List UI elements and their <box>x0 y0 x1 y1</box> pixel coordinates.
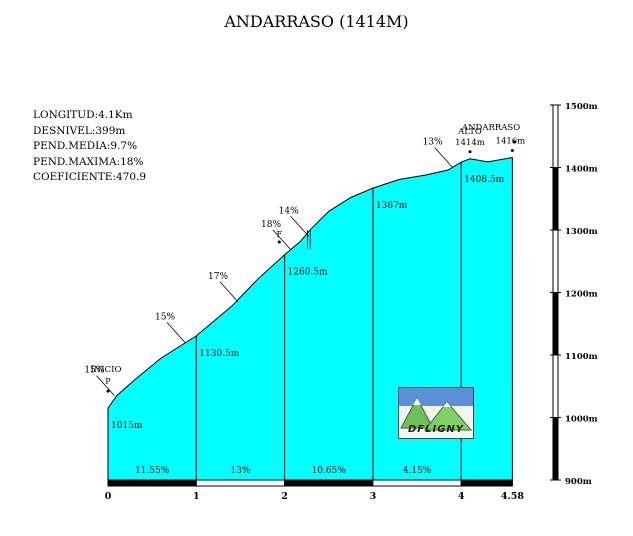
slope-annotation: 15% <box>84 366 104 376</box>
y-tick-label: 900m <box>565 477 592 487</box>
slope-annotation: 13% <box>423 138 443 148</box>
elevation-scale-segment <box>552 229 559 293</box>
km-bar-segment <box>195 479 286 487</box>
slope-annotation: 17% <box>208 272 228 282</box>
place-parking-symbol: P <box>105 377 111 386</box>
place-alto-label: ALTO <box>457 127 482 137</box>
section-slope-label: 13% <box>230 466 250 476</box>
logo-text: DFLIGNY <box>407 424 465 435</box>
elevation-label: 1408.5m <box>464 175 504 185</box>
y-tick-label: 1000m <box>565 415 598 425</box>
dfligny-logo: DFLIGNY <box>398 387 474 439</box>
place-point <box>510 149 514 152</box>
slope-leader-line <box>272 229 292 251</box>
y-tick-label: 1200m <box>565 290 598 300</box>
km-bar-segment <box>107 479 197 487</box>
mountain-logo-icon <box>399 388 473 438</box>
place-point <box>468 150 472 154</box>
slope-annotation: 15% <box>155 313 175 323</box>
place-point <box>277 240 281 244</box>
section-slope-label: 4.15% <box>403 466 432 476</box>
x-tick-label: 0 <box>105 491 112 502</box>
slope-leader-line <box>290 215 309 237</box>
place-inicio-label: INICIO <box>91 365 122 375</box>
slope-annotation: 18% <box>261 220 281 230</box>
place-summit-altitude: 1416m <box>496 137 526 147</box>
elevation-label: 1130.5m <box>199 349 239 359</box>
y-tick-label: 1400m <box>565 165 598 175</box>
place-andarraso-label: ANDARRASO <box>461 123 520 133</box>
stat-pend-maxima: PEND.MAXIMA:18% <box>33 155 144 168</box>
elevation-label: 1015m <box>111 421 143 431</box>
place-point <box>512 140 516 144</box>
km-bar-segment <box>460 479 513 487</box>
section-slope-label: 10.65% <box>312 466 347 476</box>
slope-leader-line <box>166 322 186 343</box>
elevation-scale-segment <box>552 104 559 168</box>
km-bar-segment <box>284 479 374 487</box>
place-point <box>106 389 110 393</box>
place-alto-altitude: 1414m <box>455 138 485 148</box>
stat-pend-media: PEND.MEDIA:9.7% <box>33 140 138 152</box>
place-fuente-symbol: F <box>277 230 283 239</box>
chart-title: ANDARRASO (1414M) <box>224 12 409 31</box>
stat-desnivel: DESNIVEL:399m <box>33 124 126 137</box>
km-bar-segment <box>372 479 462 487</box>
elevation-scale-segment <box>552 167 559 231</box>
elevation-scale-segment <box>552 417 559 481</box>
slope-leader-line <box>434 147 453 168</box>
stats-block: LONGITUD:4.1Km DESNIVEL:399m PEND.MEDIA:… <box>33 108 146 186</box>
elevation-scale-segment <box>552 292 559 356</box>
stat-longitud: LONGITUD:4.1Km <box>33 109 133 121</box>
y-tick-label: 1100m <box>565 352 598 362</box>
elevation-label: 1260.5m <box>288 268 328 278</box>
section-slope-label: 11.55% <box>135 466 170 476</box>
slope-leader-line <box>219 281 239 303</box>
slope-annotation: 14% <box>279 206 299 216</box>
y-tick-label: 1300m <box>565 227 598 237</box>
x-tick-label: 4 <box>458 491 465 502</box>
elevation-label: 1367m <box>376 201 408 211</box>
stat-coeficiente: COEFICIENTE:470.9 <box>33 171 147 183</box>
x-tick-label: 1 <box>193 491 200 502</box>
y-tick-label: 1500m <box>565 102 598 112</box>
elevation-scale-segment <box>552 354 559 418</box>
x-tick-label: 3 <box>370 491 377 502</box>
x-tick-label: 4.58 <box>501 491 525 502</box>
x-tick-label: 2 <box>281 491 288 502</box>
slope-leader-line <box>96 375 115 396</box>
